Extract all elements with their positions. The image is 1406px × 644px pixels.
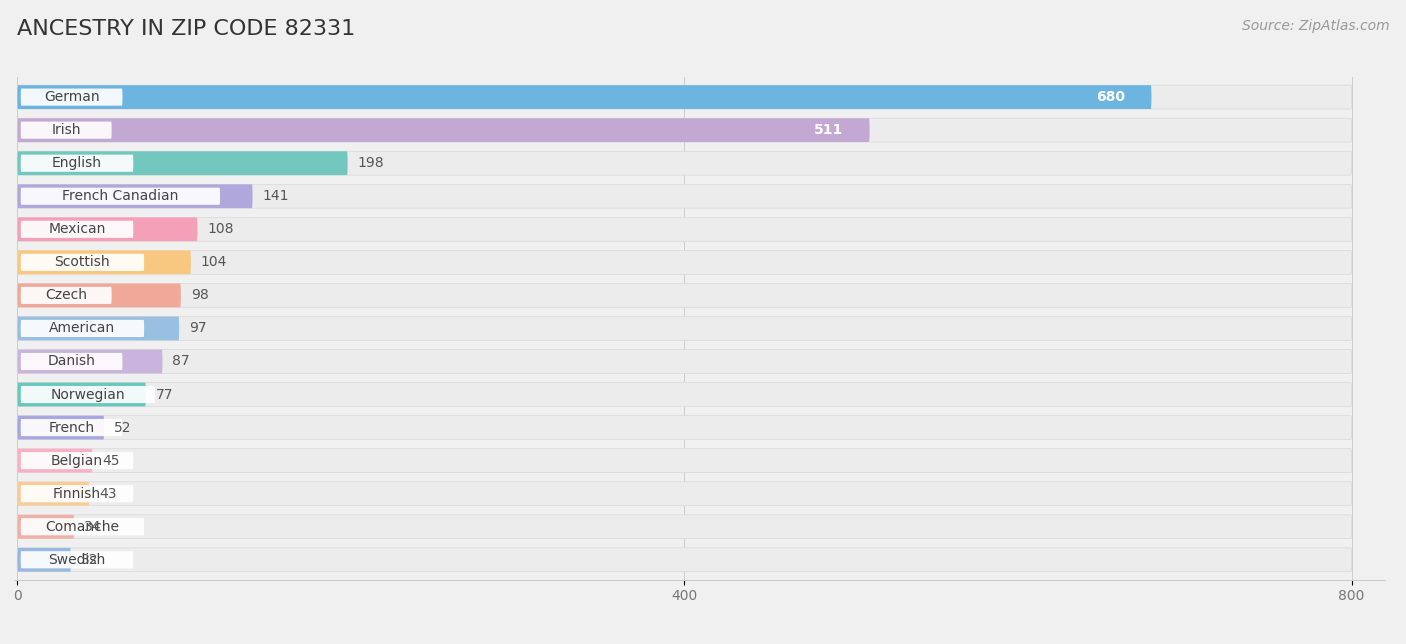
Text: Norwegian: Norwegian <box>51 388 125 402</box>
FancyBboxPatch shape <box>21 320 145 337</box>
FancyBboxPatch shape <box>17 218 1351 242</box>
Text: 680: 680 <box>1097 90 1125 104</box>
Text: Scottish: Scottish <box>55 255 110 269</box>
Text: 198: 198 <box>357 156 384 170</box>
FancyBboxPatch shape <box>17 548 1351 572</box>
FancyBboxPatch shape <box>17 251 1351 274</box>
FancyBboxPatch shape <box>21 452 134 469</box>
FancyBboxPatch shape <box>17 350 163 374</box>
Text: German: German <box>44 90 100 104</box>
Text: 34: 34 <box>84 520 101 534</box>
Text: 52: 52 <box>114 421 132 435</box>
Text: 108: 108 <box>208 222 233 236</box>
FancyBboxPatch shape <box>21 419 122 436</box>
Text: 87: 87 <box>173 354 190 368</box>
FancyBboxPatch shape <box>21 221 134 238</box>
Text: English: English <box>52 156 103 170</box>
FancyBboxPatch shape <box>21 518 145 535</box>
FancyBboxPatch shape <box>17 218 197 242</box>
Text: ANCESTRY IN ZIP CODE 82331: ANCESTRY IN ZIP CODE 82331 <box>17 19 356 39</box>
Text: Belgian: Belgian <box>51 453 103 468</box>
FancyBboxPatch shape <box>21 155 134 172</box>
FancyBboxPatch shape <box>17 118 1351 142</box>
FancyBboxPatch shape <box>17 449 1351 473</box>
Text: French: French <box>49 421 94 435</box>
Text: 32: 32 <box>80 553 98 567</box>
Text: Comanche: Comanche <box>45 520 120 534</box>
Text: 97: 97 <box>190 321 207 336</box>
Text: 77: 77 <box>156 388 173 402</box>
Text: 98: 98 <box>191 289 208 303</box>
FancyBboxPatch shape <box>21 551 134 569</box>
FancyBboxPatch shape <box>17 515 1351 538</box>
FancyBboxPatch shape <box>21 485 134 502</box>
FancyBboxPatch shape <box>17 317 1351 340</box>
FancyBboxPatch shape <box>17 151 347 175</box>
FancyBboxPatch shape <box>17 151 1351 175</box>
FancyBboxPatch shape <box>17 350 1351 374</box>
Text: French Canadian: French Canadian <box>62 189 179 204</box>
FancyBboxPatch shape <box>17 548 70 572</box>
FancyBboxPatch shape <box>21 187 219 205</box>
Text: Source: ZipAtlas.com: Source: ZipAtlas.com <box>1241 19 1389 33</box>
FancyBboxPatch shape <box>17 251 191 274</box>
FancyBboxPatch shape <box>17 317 179 340</box>
FancyBboxPatch shape <box>21 287 111 304</box>
FancyBboxPatch shape <box>1077 89 1144 106</box>
FancyBboxPatch shape <box>17 184 1351 208</box>
Text: Swedish: Swedish <box>48 553 105 567</box>
FancyBboxPatch shape <box>21 254 145 271</box>
FancyBboxPatch shape <box>17 449 93 473</box>
FancyBboxPatch shape <box>21 386 155 403</box>
FancyBboxPatch shape <box>17 283 1351 307</box>
FancyBboxPatch shape <box>17 118 869 142</box>
Text: Czech: Czech <box>45 289 87 303</box>
FancyBboxPatch shape <box>17 515 75 538</box>
FancyBboxPatch shape <box>21 88 122 106</box>
FancyBboxPatch shape <box>17 184 253 208</box>
FancyBboxPatch shape <box>17 85 1351 109</box>
Text: Mexican: Mexican <box>48 222 105 236</box>
FancyBboxPatch shape <box>17 482 89 506</box>
FancyBboxPatch shape <box>17 85 1152 109</box>
FancyBboxPatch shape <box>794 122 863 138</box>
FancyBboxPatch shape <box>21 122 111 138</box>
FancyBboxPatch shape <box>21 353 122 370</box>
Text: 45: 45 <box>103 453 120 468</box>
Text: 511: 511 <box>814 123 844 137</box>
Text: 104: 104 <box>201 255 228 269</box>
FancyBboxPatch shape <box>17 482 1351 506</box>
FancyBboxPatch shape <box>17 415 104 439</box>
FancyBboxPatch shape <box>17 415 1351 439</box>
FancyBboxPatch shape <box>17 383 146 406</box>
FancyBboxPatch shape <box>17 283 181 307</box>
Text: 141: 141 <box>263 189 290 204</box>
Text: American: American <box>49 321 115 336</box>
Text: Irish: Irish <box>52 123 82 137</box>
Text: Finnish: Finnish <box>53 487 101 500</box>
Text: 43: 43 <box>98 487 117 500</box>
Text: Danish: Danish <box>48 354 96 368</box>
FancyBboxPatch shape <box>17 383 1351 406</box>
